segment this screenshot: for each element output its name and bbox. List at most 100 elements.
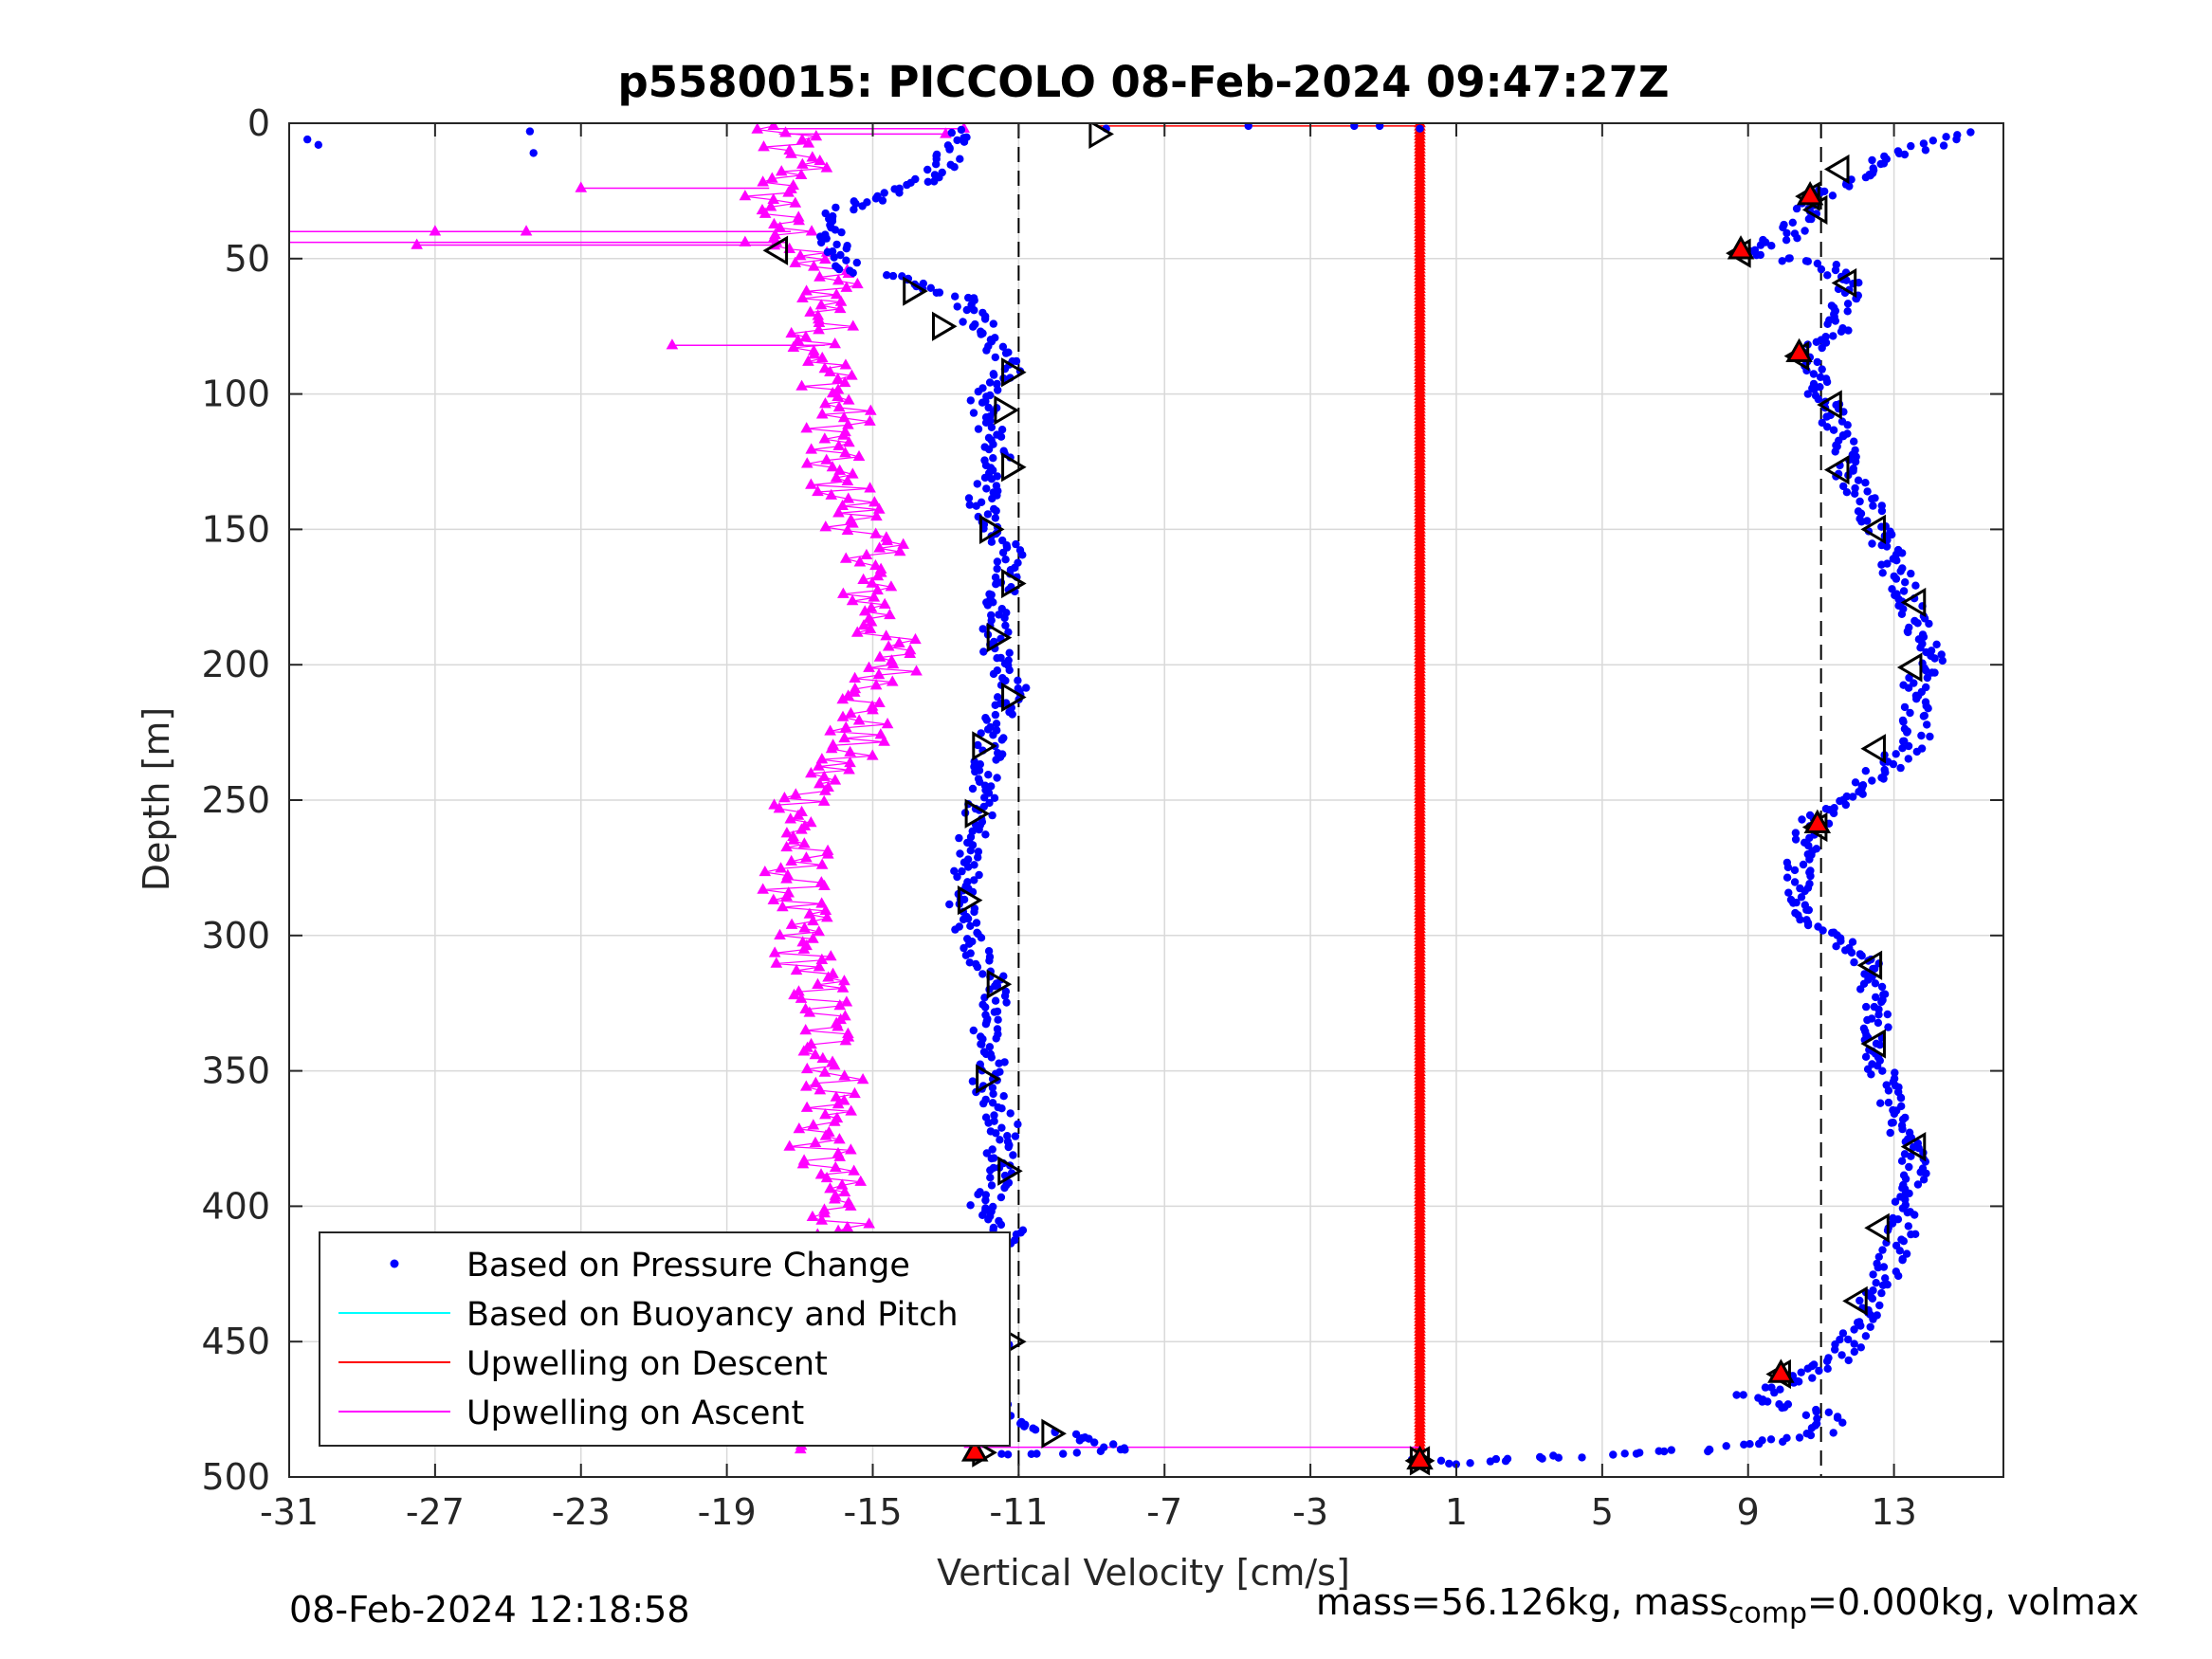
- pressure-change-point: [832, 203, 840, 212]
- ascent-upwelling-point: [575, 181, 588, 192]
- pressure-change-point: [1927, 647, 1936, 655]
- ascent-upwelling-point: [795, 823, 808, 834]
- pressure-change-point: [529, 149, 538, 157]
- ascent-marker: [1860, 734, 1886, 764]
- pressure-change-point: [1812, 845, 1821, 853]
- ascent-upwelling-point: [833, 1150, 847, 1161]
- pressure-change-point: [966, 1201, 975, 1210]
- pressure-change-point: [1416, 124, 1424, 133]
- pressure-change-point: [997, 1123, 1006, 1132]
- ascent-upwelling-point: [842, 492, 855, 503]
- pressure-change-point: [974, 853, 982, 862]
- ascent-upwelling-point: [785, 854, 797, 866]
- pressure-change-point: [988, 1145, 996, 1154]
- pressure-change-point: [982, 346, 991, 355]
- ascent-upwelling-point: [829, 1193, 841, 1204]
- pressure-change-point: [1862, 1002, 1871, 1012]
- pressure-change-point: [878, 196, 887, 205]
- pressure-change-point: [1376, 123, 1384, 131]
- pressure-change-point: [956, 849, 964, 858]
- pressure-change-point: [1816, 373, 1825, 381]
- ascent-upwelling-point: [866, 749, 879, 760]
- pressure-change-point: [1754, 1394, 1763, 1402]
- pressure-change-point: [1899, 1171, 1909, 1179]
- pressure-change-point: [984, 1215, 993, 1224]
- pressure-change-point: [1503, 1454, 1512, 1464]
- pressure-change-point: [991, 353, 1000, 362]
- pressure-change-point: [1929, 137, 1938, 145]
- pressure-change-point: [1892, 1241, 1901, 1250]
- pressure-change-point: [1876, 1099, 1885, 1107]
- pressure-change-point: [1837, 1351, 1846, 1359]
- pressure-change-point: [1850, 437, 1858, 446]
- pressure-change-point: [1761, 1383, 1770, 1392]
- ascent-upwelling-point: [777, 901, 789, 912]
- pressure-change-point: [1090, 1438, 1099, 1447]
- pressure-change-point: [1784, 888, 1793, 897]
- ascent-upwelling-point: [849, 1086, 861, 1099]
- ascent-upwelling-point: [848, 1164, 860, 1176]
- pressure-change-point: [1886, 527, 1894, 536]
- pressure-change-point: [945, 145, 954, 154]
- ascent-upwelling-point: [824, 365, 836, 376]
- pressure-change-point: [1002, 998, 1011, 1007]
- pressure-change-point: [951, 292, 960, 301]
- ascent-upwelling-point: [820, 161, 833, 173]
- pressure-change-point: [994, 386, 1002, 394]
- pressure-change-point: [996, 1136, 1004, 1144]
- ascent-upwelling-point: [904, 647, 917, 658]
- pressure-change-point: [851, 199, 860, 208]
- pressure-change-point: [1877, 540, 1886, 550]
- legend: Based on Pressure Change Based on Buoyanc…: [319, 1231, 1011, 1447]
- pressure-change-point: [1821, 333, 1830, 341]
- pressure-change-point: [1890, 1074, 1899, 1083]
- ascent-upwelling-point: [843, 436, 855, 447]
- pressure-change-point: [998, 548, 1008, 557]
- ascent-upwelling-point: [893, 636, 905, 647]
- pressure-change-point: [1843, 300, 1853, 308]
- x-tick-label: -11: [989, 1491, 1048, 1533]
- pressure-change-point: [1911, 1230, 1920, 1239]
- ascent-upwelling-point: [822, 971, 834, 982]
- pressure-change-point: [1928, 668, 1937, 677]
- chart-title: p5580015: PICCOLO 08-Feb-2024 09:47:27Z: [617, 57, 1669, 107]
- pressure-change-point: [1636, 1449, 1644, 1457]
- ascent-upwelling-point: [780, 889, 793, 902]
- footer-mass-text-2: =0.000kg, volmax: [1807, 1581, 2140, 1623]
- y-tick-label: 500: [201, 1456, 270, 1498]
- pressure-change-point: [1907, 141, 1915, 151]
- ascent-upwelling-point: [802, 137, 815, 148]
- ascent-upwelling-point: [909, 632, 922, 645]
- ascent-upwelling-point: [885, 580, 898, 592]
- pressure-change-point: [1921, 146, 1930, 155]
- footer-mass-text: mass=56.126kg, mass: [1316, 1581, 1728, 1623]
- pressure-change-point: [1904, 1222, 1913, 1231]
- x-tick-label: -15: [843, 1491, 902, 1533]
- red-triangle-marker: [1767, 1358, 1795, 1383]
- ascent-upwelling-point: [819, 1108, 832, 1120]
- pressure-change-point: [992, 1034, 1000, 1043]
- ascent-upwelling-point: [795, 379, 808, 391]
- pressure-change-point: [1897, 1121, 1907, 1130]
- ascent-upwelling-point: [813, 316, 826, 327]
- pressure-change-point: [1907, 569, 1915, 578]
- pressure-change-point: [1899, 737, 1908, 746]
- pressure-change-point: [979, 647, 988, 656]
- y-tick-label: 450: [201, 1321, 270, 1362]
- pressure-change-point: [982, 716, 992, 724]
- ascent-upwelling-point: [809, 1136, 822, 1148]
- pressure-change-point: [1790, 878, 1800, 886]
- ascent-upwelling-point: [832, 383, 845, 394]
- pressure-change-point: [988, 1099, 997, 1107]
- pressure-change-point: [1889, 1213, 1897, 1223]
- pressure-change-point: [980, 473, 990, 483]
- ascent-upwelling-point: [832, 506, 845, 518]
- pressure-change-point: [1801, 257, 1811, 265]
- ascent-upwelling-point: [864, 622, 877, 633]
- x-tick-label: 5: [1591, 1491, 1614, 1533]
- pressure-change-point: [975, 870, 983, 880]
- ascent-upwelling-point: [852, 449, 866, 462]
- pressure-change-point: [990, 1008, 999, 1016]
- pressure-change-point: [987, 1053, 996, 1062]
- pressure-change-point: [1786, 895, 1796, 904]
